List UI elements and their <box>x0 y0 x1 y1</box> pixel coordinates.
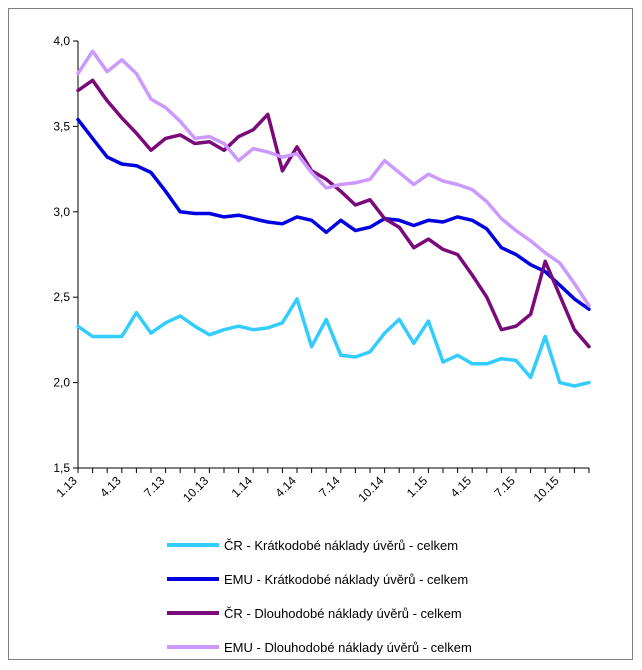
line-chart: 1,5 2,0 2,5 3,0 3,5 4,0 1.13 4.13 7.13 10.13 1.14 4… <box>53 34 591 655</box>
x-tick-label: 7.15 <box>491 473 518 500</box>
x-tick-label: 7.13 <box>141 473 168 500</box>
y-tick-label: 4,0 <box>53 34 70 48</box>
x-tick-label: 4.15 <box>448 473 475 500</box>
y-tick-label: 2,5 <box>53 290 70 304</box>
series-line-3 <box>76 78 591 349</box>
legend-label: ČR - Krátkodobé náklady úvěrů - celkem <box>224 538 458 553</box>
x-tick-label: 10.13 <box>180 473 211 504</box>
y-tick-label: 2,0 <box>53 376 70 390</box>
x-tick-label: 10.14 <box>355 473 386 504</box>
x-tick-label: 4.14 <box>272 473 299 500</box>
x-tick-label: 1.14 <box>229 473 256 500</box>
legend-label: EMU - Dlouhodobé náklady úvěrů - celkem <box>224 640 472 655</box>
x-tick-label: 10.15 <box>531 473 562 504</box>
chart-axes: 1,5 2,0 2,5 3,0 3,5 4,0 1.13 4.13 7.13 10.13 1.14 4… <box>53 34 590 505</box>
y-tick-label: 3,0 <box>53 205 70 219</box>
x-tick-label: 1.15 <box>404 473 431 500</box>
legend-label: ČR - Dlouhodobé náklady úvěrů - celkem <box>224 606 462 621</box>
x-tick-label: 1.13 <box>53 473 80 500</box>
y-tick-label: 3,5 <box>53 119 70 133</box>
x-tick-label: 4.13 <box>97 473 124 500</box>
series-line-4 <box>76 49 591 308</box>
chart-legend: ČR - Krátkodobé náklady úvěrů - celkem EM… <box>167 538 472 655</box>
legend-label: EMU - Krátkodobé náklady úvěrů - celkem <box>224 572 468 587</box>
series-line-2 <box>76 117 591 311</box>
y-tick-label: 1,5 <box>53 461 70 475</box>
chart-frame: 1,5 2,0 2,5 3,0 3,5 4,0 1.13 4.13 7.13 10.13 1.14 4… <box>8 8 633 660</box>
series-line-1 <box>76 297 591 388</box>
chart-series <box>76 49 591 388</box>
x-tick-label: 7.14 <box>316 473 343 500</box>
